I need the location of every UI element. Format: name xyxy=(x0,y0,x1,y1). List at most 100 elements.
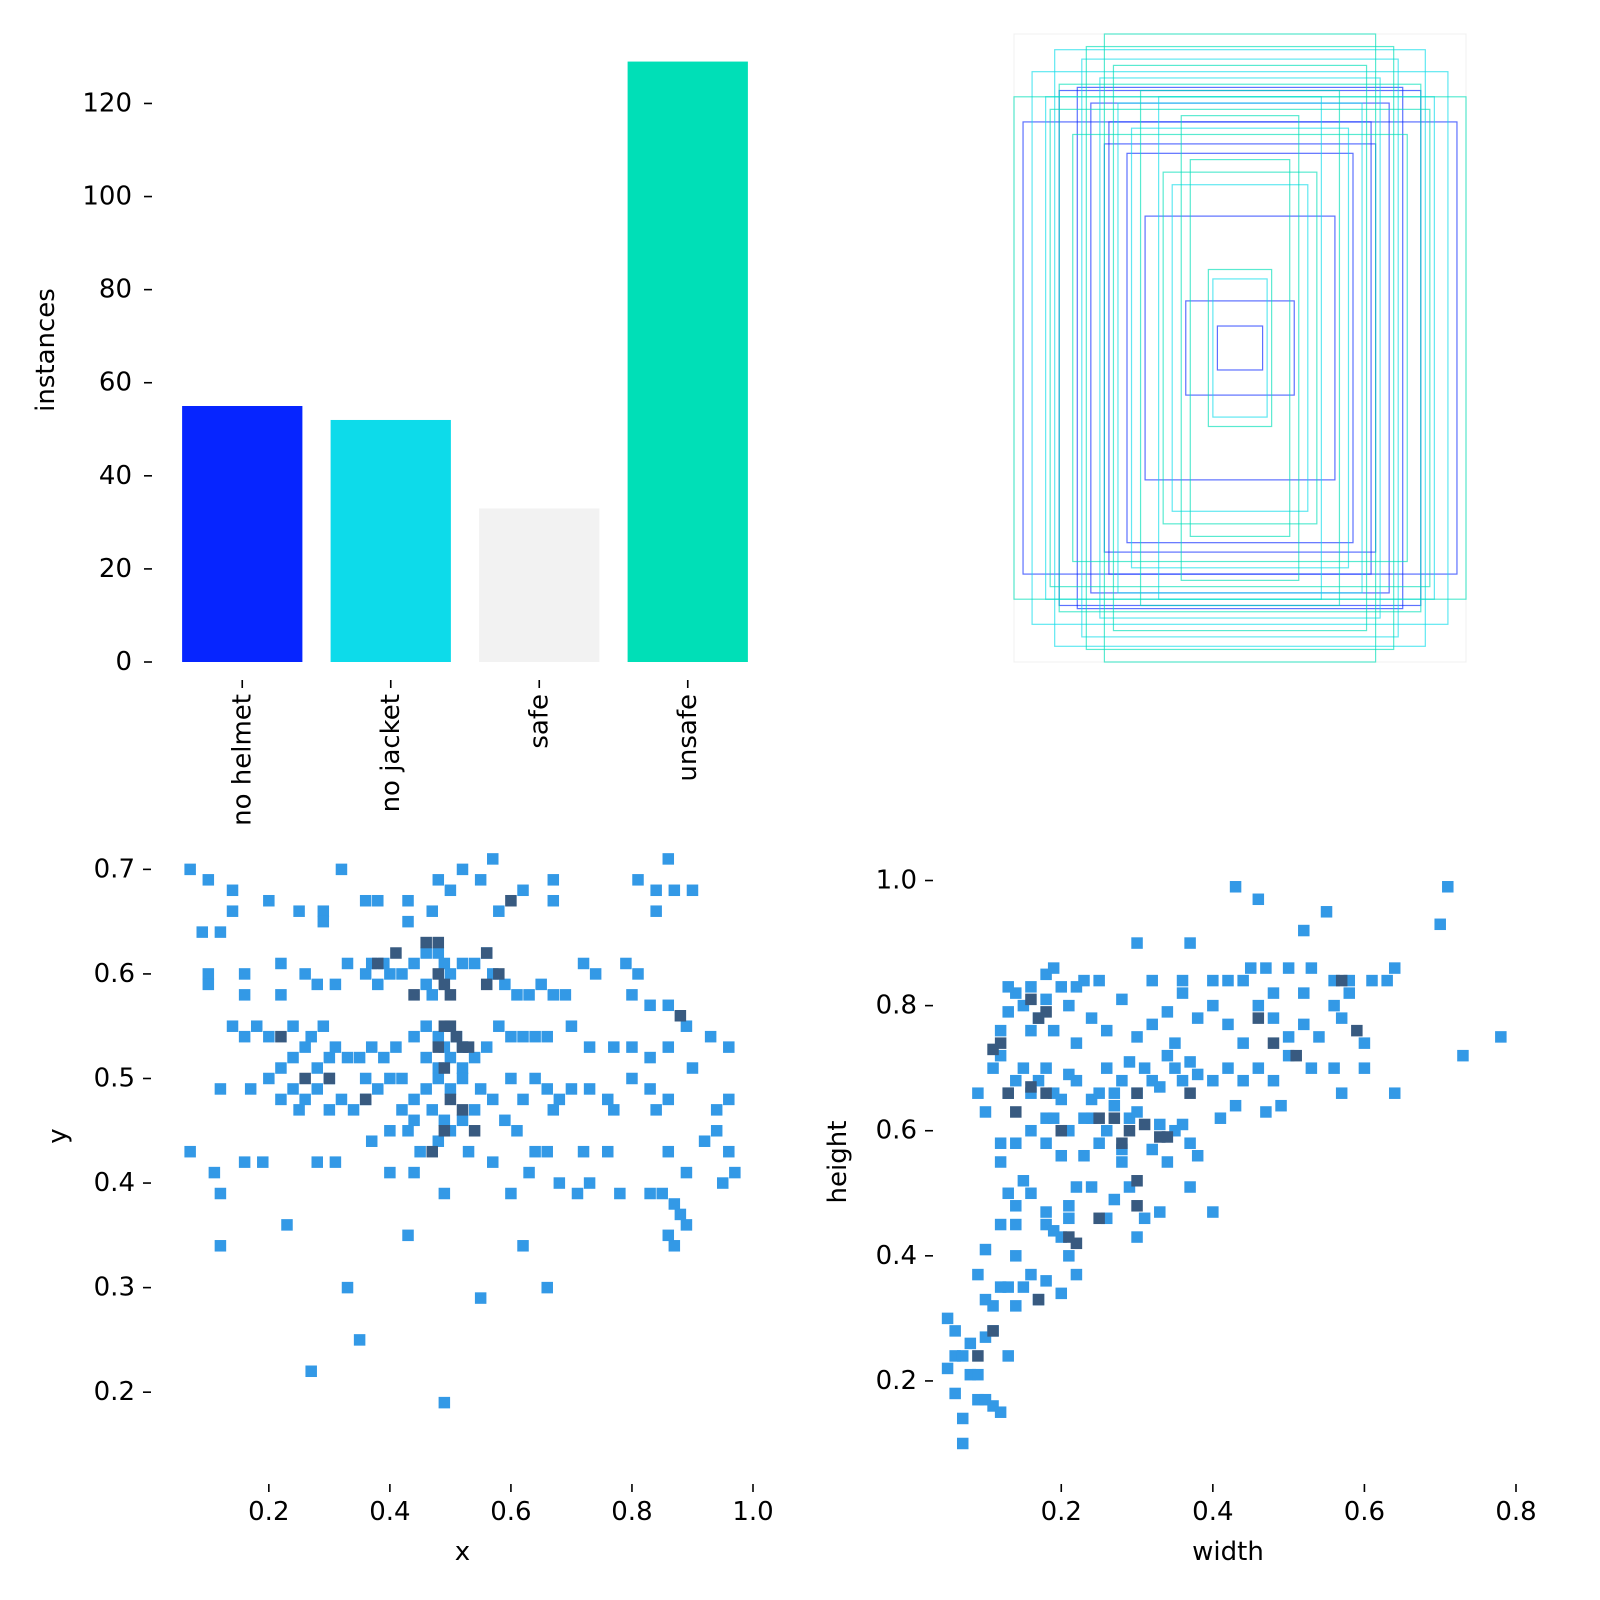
xy-cell xyxy=(511,1125,523,1137)
ytick-label-120: 120 xyxy=(82,88,132,118)
wh-cell xyxy=(1017,1062,1030,1074)
xy-cell xyxy=(571,1187,584,1200)
wh-cell xyxy=(1237,1074,1249,1087)
xy-cell xyxy=(650,1104,662,1116)
xy-cell xyxy=(353,1334,366,1346)
wh-cell xyxy=(1002,1006,1014,1018)
box-no-jacket-9 xyxy=(1130,127,1350,569)
xy-cell xyxy=(329,1041,342,1053)
bar-no-helmet xyxy=(182,406,303,662)
wh-cell xyxy=(1146,1074,1158,1087)
xy-cell xyxy=(275,957,287,970)
wh-cell xyxy=(1298,1018,1310,1031)
xy-cell xyxy=(305,1030,317,1043)
wh-cell xyxy=(1260,1106,1272,1118)
wh-cell xyxy=(1161,1156,1174,1168)
xy-cell xyxy=(414,1145,426,1158)
xy-cell xyxy=(287,1020,299,1032)
xy-cell xyxy=(359,968,372,980)
wh-cell xyxy=(1002,1350,1014,1362)
wh-cell xyxy=(972,1268,984,1281)
y-axis-label: instances xyxy=(31,288,61,412)
wh-cell xyxy=(1040,1112,1052,1124)
wh-xtick-label-2: 0.6 xyxy=(1344,1497,1385,1527)
wh-cell xyxy=(1010,1200,1022,1212)
wh-cell xyxy=(1010,1074,1022,1087)
wh-cell xyxy=(1252,1062,1265,1074)
xtick-label-safe: safe xyxy=(524,694,554,749)
xy-cell xyxy=(577,957,590,970)
wh-cell xyxy=(1063,1200,1075,1212)
xy-cell xyxy=(723,1145,735,1158)
wh-cell xyxy=(1116,1143,1128,1156)
xy-cell xyxy=(529,1145,541,1158)
xy-cell xyxy=(583,1177,596,1189)
xy-cell xyxy=(553,1177,566,1189)
wh-cell xyxy=(994,1218,1007,1231)
xy-cell xyxy=(529,1072,541,1085)
wh-cell xyxy=(987,1400,999,1412)
wh-cell xyxy=(1343,987,1356,999)
wh-cell xyxy=(1100,1124,1113,1137)
xtick-label-no-jacket: no jacket xyxy=(376,694,406,812)
xy-cell xyxy=(523,989,535,1001)
wh-cell xyxy=(1388,962,1401,974)
wh-cell xyxy=(1138,1062,1151,1074)
wh-cell-dense xyxy=(987,1325,999,1337)
wh-cell-dense xyxy=(1290,1049,1302,1062)
box-unsafe-5 xyxy=(1112,64,1368,632)
wh-cell-dense xyxy=(1131,1087,1143,1099)
xy-cell xyxy=(547,989,560,1001)
xy-cell xyxy=(317,905,330,917)
xy-cell xyxy=(214,1187,227,1200)
box-no-helmet-6 xyxy=(1076,86,1404,610)
wh-cell xyxy=(1063,999,1075,1012)
xy-cell xyxy=(299,1093,311,1106)
xy-y-axis-label: y xyxy=(43,1128,73,1143)
xy-cell xyxy=(226,905,239,917)
xy-cell xyxy=(263,1030,275,1043)
xy-cell xyxy=(238,1156,251,1168)
xy-cell-dense xyxy=(390,947,402,959)
wh-cell xyxy=(1335,1087,1348,1099)
wh-cell xyxy=(994,1281,1007,1293)
xy-cell xyxy=(299,968,311,980)
xy-cell xyxy=(396,1104,408,1116)
box-unsafe-0 xyxy=(1207,268,1273,428)
xy-cell xyxy=(402,1229,414,1242)
wh-cell xyxy=(994,1137,1007,1149)
wh-cell xyxy=(1047,1112,1060,1124)
wh-cell xyxy=(949,1350,961,1362)
box-no-jacket-6 xyxy=(1054,49,1426,647)
wh-cell xyxy=(1184,937,1196,949)
wh-cell xyxy=(941,1312,954,1325)
xy-cell xyxy=(644,999,656,1012)
xy-cell xyxy=(559,989,572,1001)
wh-cell xyxy=(1055,1231,1068,1243)
xy-cell xyxy=(462,1145,475,1158)
xy-cell xyxy=(444,1083,457,1095)
xy-cell xyxy=(626,989,638,1001)
wh-cell xyxy=(1305,1062,1318,1074)
xy-cell xyxy=(668,1198,681,1210)
wh-cell xyxy=(956,1437,969,1450)
wh-cell xyxy=(1169,1062,1181,1074)
xy-cell xyxy=(402,915,414,928)
xy-cell xyxy=(511,989,523,1001)
xy-cell xyxy=(662,853,675,865)
xy-cell xyxy=(432,1072,445,1085)
xy-cell xyxy=(662,1229,675,1242)
box-no-jacket-1 xyxy=(1171,184,1309,512)
xy-cell xyxy=(384,1125,396,1137)
wh-cell xyxy=(979,1393,992,1406)
xy-cell xyxy=(402,894,414,907)
box-no-helmet-0 xyxy=(1216,325,1264,371)
xy-cell xyxy=(662,1145,675,1158)
wh-cell xyxy=(1343,974,1356,987)
ytick-label-60: 60 xyxy=(99,368,132,398)
wh-cell xyxy=(1017,999,1030,1012)
wh-cell xyxy=(1457,1049,1469,1062)
wh-cell-dense xyxy=(1025,1081,1037,1093)
xy-ytick-label-5: 0.7 xyxy=(94,854,135,884)
